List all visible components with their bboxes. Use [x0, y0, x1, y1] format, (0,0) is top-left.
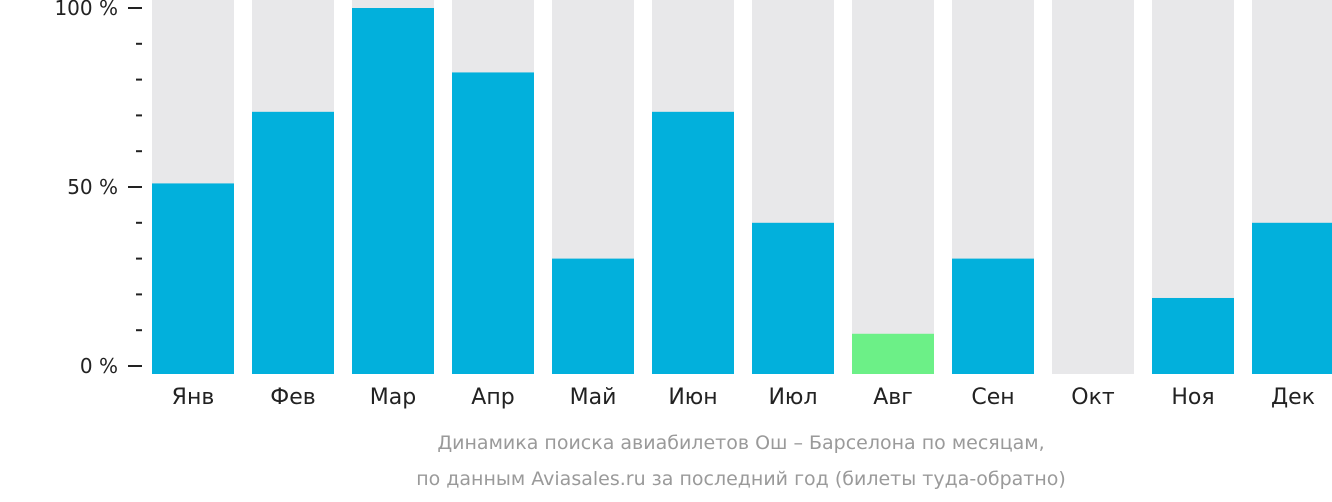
bar — [652, 111, 734, 374]
bar-chart: 0 % 50 % 100 % Янв Фев Мар Апр Май Июн Июл Авг Сен… — [54, 0, 1332, 410]
bar-background — [852, 0, 934, 374]
bar — [952, 258, 1034, 374]
chart-caption-line1: Динамика поиска авиабилетов Ош – Барсело… — [437, 432, 1045, 454]
x-tick-label: Ноя — [1171, 385, 1214, 410]
chart-caption-line2: по данным Aviasales.ru за последний год … — [416, 468, 1066, 490]
x-tick-label: Авг — [873, 385, 913, 410]
bar — [252, 111, 334, 374]
bar — [152, 183, 234, 374]
x-tick-label: Июн — [668, 385, 717, 410]
bar — [852, 333, 934, 374]
x-tick-label: Окт — [1071, 385, 1115, 410]
bar — [1252, 222, 1332, 374]
y-tick-label: 50 % — [67, 175, 118, 199]
x-tick-label: Сен — [971, 385, 1014, 410]
y-tick-label: 100 % — [54, 0, 118, 20]
bar — [452, 72, 534, 374]
x-tick-label: Июл — [768, 385, 817, 410]
x-tick-label: Фев — [270, 385, 315, 410]
bar — [552, 258, 634, 374]
bars-group — [152, 0, 1332, 374]
x-axis-labels: Янв Фев Мар Апр Май Июн Июл Авг Сен Окт Ноя Дек — [172, 385, 1315, 410]
x-tick-label: Май — [570, 385, 617, 410]
x-tick-label: Апр — [471, 385, 514, 410]
x-tick-label: Дек — [1271, 385, 1315, 410]
bar-background — [1052, 0, 1134, 374]
bar — [752, 222, 834, 374]
y-tick-label: 0 % — [80, 354, 118, 378]
bar — [352, 8, 434, 374]
x-tick-label: Мар — [370, 385, 416, 410]
x-tick-label: Янв — [172, 385, 215, 410]
bar — [1152, 297, 1234, 374]
y-axis: 0 % 50 % 100 % — [54, 0, 142, 378]
